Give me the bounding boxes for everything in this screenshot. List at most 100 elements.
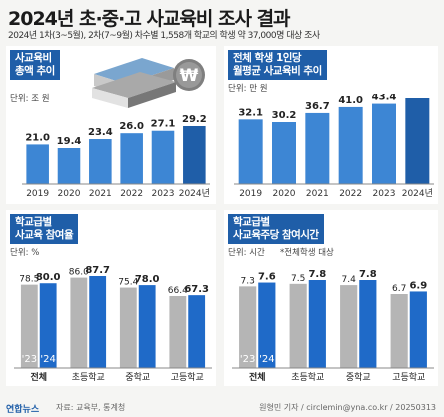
x-tick-label: 2021 [306,189,329,199]
bar [57,148,81,184]
data-label: 78.5 [19,275,39,285]
data-label: 32.1 [238,107,263,118]
page-title: 2024년 초·중·고 사교육비 조사 결과 [8,8,291,30]
bar [119,287,137,368]
series-label: '23 [240,354,255,365]
bar [151,130,175,184]
x-tick-label: 중학교 [346,372,371,383]
data-label: 87.7 [85,265,110,276]
data-label: 23.4 [88,127,113,138]
participation-chart: 78.5 '23 80.0 '24 전체 86.087.7 초등학교 75.478.0 중학교 6… [14,265,212,383]
data-label: 26.0 [119,121,144,132]
data-label: 29.2 [182,114,207,125]
data-label: 7.4 [342,275,357,285]
bar [138,285,156,368]
x-tick-label: 2020 [273,189,296,199]
bar [258,282,276,368]
data-label: 47.4 [405,94,430,97]
data-label: 7.6 [258,272,276,283]
per-student-panel: 전체 학생 1인당 월평균 사교육비 추이 단위: 만 원 32.1 2019 30… [224,46,438,204]
bar [239,286,257,368]
x-tick-label: 2020 [58,189,81,199]
x-tick-label: 중학교 [125,372,150,383]
panel-title: 학교급별 사교육주당 참여시간 [228,214,324,244]
data-label: 7.8 [308,269,326,280]
bar [409,291,427,368]
data-label: 19.4 [57,136,82,147]
bar [188,295,206,368]
x-tick-label: 전체 [30,371,47,383]
data-label: 30.2 [272,110,297,121]
data-label: 6.7 [392,284,406,294]
bar [359,280,377,368]
unit-label: 단위: 조 원 [10,94,50,104]
data-label: 7.8 [359,269,377,280]
data-label: 36.7 [305,101,330,112]
x-tick-label: 2021 [89,189,112,199]
bar [308,280,326,368]
x-tick-label: 2022 [339,189,362,199]
x-tick-label: 2024년 [179,188,210,199]
x-tick-label: 2024년 [402,188,433,199]
data-label: 80.0 [36,272,61,283]
hours-panel: 학교급별 사교육주당 참여시간 단위: 시간 *전체학생 대상 7.3 '23 7.… [224,210,438,386]
x-tick-label: 2023 [152,189,175,199]
unit-label: 단위: % [10,248,40,258]
data-label: 75.4 [118,278,138,288]
participation-panel: 학교급별 사교육 참여율 단위: % 78.5 '23 80.0 '24 전체 86.0 8… [6,210,216,386]
series-label: '24 [259,354,274,365]
bar [169,296,187,368]
books-icon [92,58,176,108]
bar [338,106,363,184]
unit-label: 단위: 시간 [228,248,265,258]
x-tick-label: 고등학교 [392,372,425,383]
bar [305,112,330,184]
panel-title: 사교육비 총액 추이 [10,50,60,80]
bar [39,283,57,368]
x-tick-label: 초등학교 [72,372,105,383]
total-spending-chart: 21.0 2019 19.4 2020 23.4 2021 26.0 2022 27.1 2023… [22,114,210,199]
data-label: 78.0 [135,274,160,285]
page-subtitle: 2024년 1차(3~5월), 2차(7~9월) 차수별 1,558개 학교의 … [8,31,320,41]
data-label: 66.4 [168,286,188,296]
data-label: 67.3 [184,284,209,295]
won-coin-icon: ₩ [173,59,205,91]
bar [70,277,88,368]
data-label: 7.5 [291,274,305,284]
bar [390,294,408,368]
legend-note: *전체학생 대상 [280,248,334,258]
yonhap-logo: 연합뉴스 [6,405,40,415]
data-label: 27.1 [151,119,176,130]
panel-title: 전체 학생 1인당 월평균 사교육비 추이 [228,50,327,80]
data-label: 7.3 [241,276,255,286]
unit-label: 단위: 만 원 [228,84,268,94]
bar [372,103,396,184]
bar [238,119,263,184]
series-label: '23 [22,354,37,365]
x-tick-label: 전체 [249,371,266,383]
x-tick-label: 2019 [239,189,262,199]
bar [26,144,49,184]
x-tick-label: 고등학교 [171,372,204,383]
bar [405,98,430,184]
data-label: 6.9 [409,280,427,291]
source-label: 자료: 교육부, 통계청 [56,403,126,412]
x-tick-label: 초등학교 [291,372,324,383]
data-label: 86.0 [69,268,89,278]
x-tick-label: 2022 [120,189,143,199]
bar [89,276,107,368]
per-student-chart: 32.1 2019 30.2 2020 36.7 2021 41.0 2022 43.4 2023… [234,94,434,199]
credit-label: 원형민 기자 / circlemin@yna.co.kr / 20250313 [259,403,436,412]
bar [120,133,143,184]
bar [183,126,206,184]
series-label: '24 [40,354,55,365]
total-spending-panel: 사교육비 총액 추이 단위: 조 원 ₩ 21.0 2019 19.4 2020 23.… [6,46,216,204]
bar [289,283,307,368]
data-label: 43.4 [372,94,397,103]
bar [340,285,358,368]
bar [89,139,112,184]
panel-title: 학교급별 사교육 참여율 [10,214,79,244]
svg-text:₩: ₩ [180,66,199,86]
x-tick-label: 2019 [26,189,49,199]
